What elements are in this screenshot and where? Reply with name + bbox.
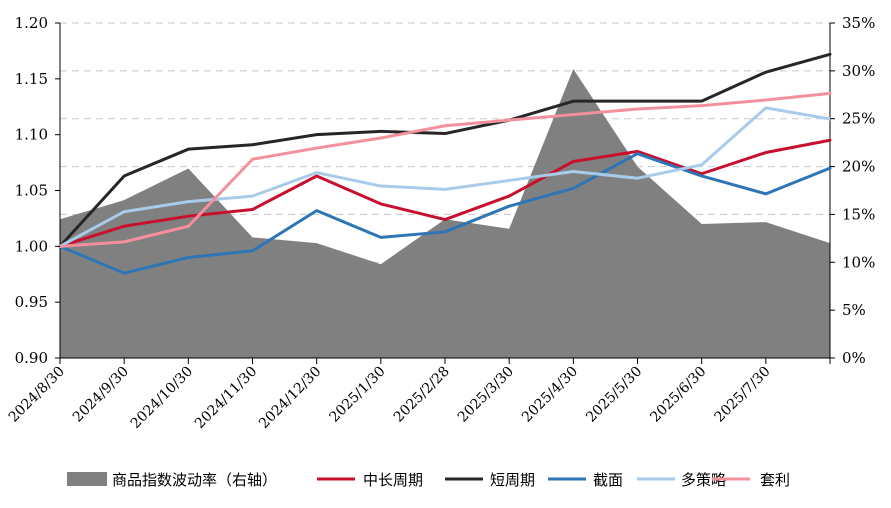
left-tick-label: 1.00: [15, 237, 48, 255]
x-tick-label: 2025/6/30: [647, 364, 709, 426]
x-tick-label: 2025/2/28: [391, 364, 453, 426]
right-axis-ticks: 0% 5% 10% 15% 20% 25% 30% 35%: [830, 14, 875, 367]
right-tick-label: 30%: [842, 62, 875, 80]
x-tick-label: 2024/12/30: [256, 364, 324, 432]
x-tick-label: 2025/1/30: [327, 364, 389, 426]
left-tick-label: 1.15: [15, 70, 48, 88]
left-tick-label: 1.10: [15, 126, 48, 144]
right-tick-label: 15%: [842, 205, 875, 223]
x-tick-label: 2024/10/30: [128, 364, 196, 432]
right-tick-label: 5%: [842, 301, 866, 319]
right-tick-label: 20%: [842, 158, 875, 176]
legend-label: 商品指数波动率（右轴）: [112, 471, 277, 489]
left-tick-label: 0.90: [15, 349, 48, 367]
left-axis-ticks: 0.90 0.95 1.00 1.05 1.10 1.15 1.20: [15, 14, 60, 367]
legend-label: 截面: [593, 471, 623, 489]
volatility-area: [60, 68, 830, 358]
legend-label: 中长周期: [363, 471, 423, 489]
volatility-area-layer: [60, 68, 830, 358]
left-tick-label: 1.05: [15, 182, 48, 200]
x-tick-label: 2025/3/30: [455, 364, 517, 426]
legend-label: 套利: [760, 471, 790, 489]
legend-swatch-area: [67, 472, 107, 486]
series-line-0: [58, 138, 832, 248]
left-tick-label: 1.20: [15, 14, 48, 32]
right-tick-label: 10%: [842, 253, 875, 271]
series-lines-layer: [58, 52, 832, 275]
x-axis-ticks: 2024/8/30 2024/9/302024/10/302024/11/3020…: [6, 358, 831, 432]
x-tick-label: 2025/5/30: [583, 364, 645, 426]
left-tick-label: 0.95: [15, 293, 48, 311]
series-line-2: [58, 152, 832, 275]
x-tick-label: 2024/8/30: [6, 364, 68, 426]
series-line-4: [58, 91, 832, 248]
x-tick-label: 2024/9/30: [70, 364, 132, 426]
right-tick-label: 0%: [842, 349, 866, 367]
series-line-1: [58, 52, 832, 248]
right-tick-label: 35%: [842, 14, 875, 32]
series-line-3: [58, 106, 832, 248]
x-tick-label: 2025/4/30: [519, 364, 581, 426]
x-tick-label: 2024/11/30: [192, 364, 260, 432]
legend: 商品指数波动率（右轴） 中长周期 短周期 截面 多策略 套利: [67, 471, 790, 489]
right-tick-label: 25%: [842, 110, 875, 128]
x-tick-label: 2025/7/30: [712, 364, 774, 426]
legend-label: 多策略: [681, 471, 726, 489]
legend-label: 短周期: [490, 471, 535, 489]
